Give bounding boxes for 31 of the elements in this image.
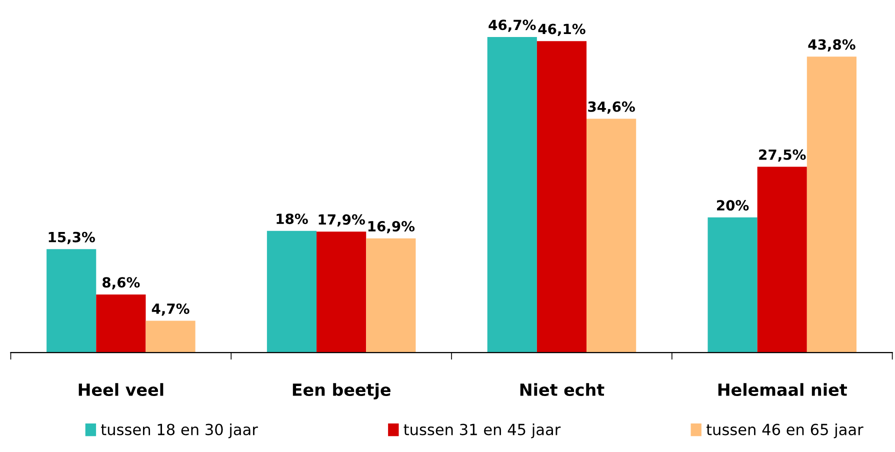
bar [806, 56, 856, 353]
bar [146, 320, 196, 353]
x-tick-label: Helemaal niet [718, 383, 847, 396]
data-label: 43,8% [808, 39, 856, 52]
data-label: 18% [276, 214, 308, 224]
bar [708, 217, 758, 353]
data-label: 15,3% [48, 232, 95, 244]
bar [487, 37, 537, 353]
data-label: 46,7% [488, 20, 536, 32]
bar [536, 41, 587, 353]
legend-label: tussen 18 en 30 jaar [101, 423, 258, 438]
bar [366, 238, 416, 353]
data-label: 20% [717, 200, 749, 211]
bar [266, 230, 317, 353]
bar [586, 118, 636, 353]
data-label: 46,1% [538, 24, 586, 36]
bar [46, 249, 96, 353]
data-label: 16,9% [368, 221, 415, 234]
x-tick-label: Niet echt [520, 383, 604, 396]
bar [96, 294, 146, 353]
legend-label: tussen 46 en 65 jaar [706, 423, 864, 438]
data-label: 8,6% [102, 277, 140, 290]
x-tick-label: Een beetje [292, 383, 390, 400]
data-label: 4,7% [152, 303, 190, 316]
legend-label: tussen 31 en 45 jaar [404, 423, 561, 438]
bar [757, 166, 807, 353]
data-label: 27,5% [759, 149, 806, 162]
bar [316, 232, 366, 353]
data-label: 17,9% [318, 214, 365, 227]
x-tick-label: Heel veel [78, 383, 164, 396]
data-label: 34,6% [588, 101, 635, 114]
